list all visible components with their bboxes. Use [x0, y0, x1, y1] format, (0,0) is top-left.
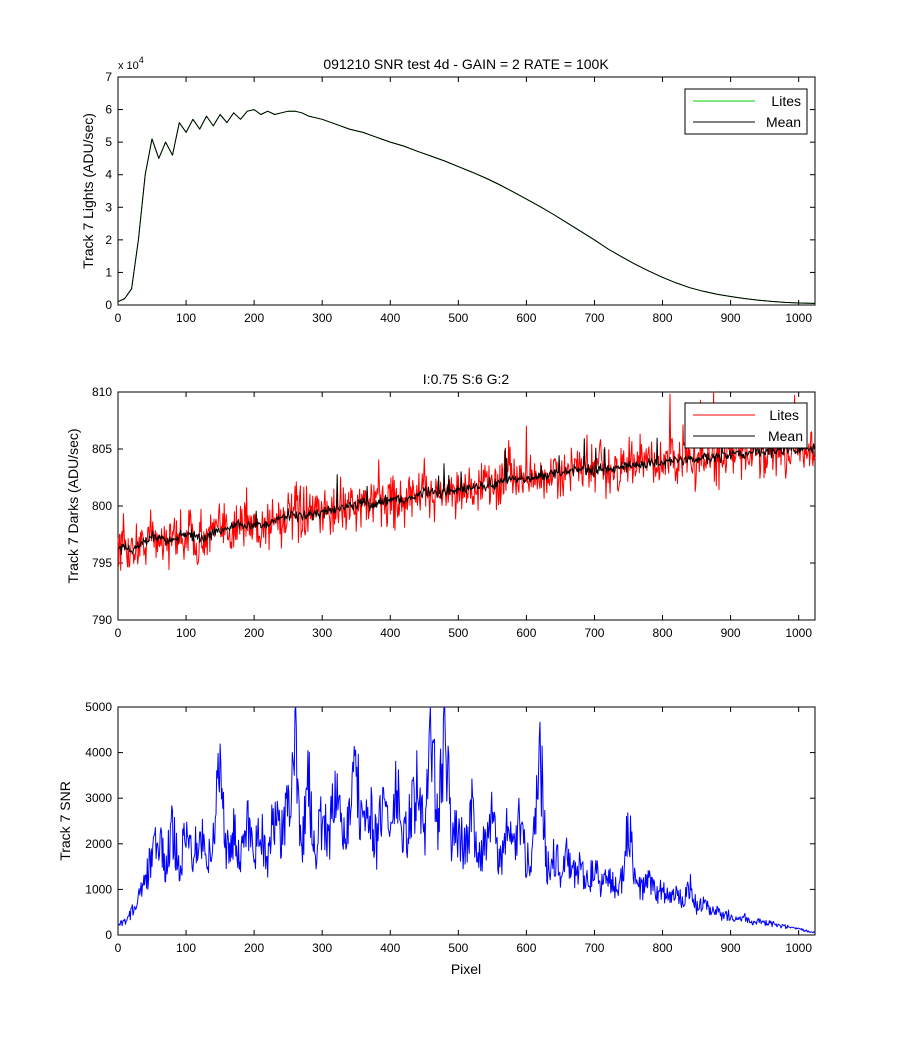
y-tick-label: 2: [105, 233, 112, 247]
ticks-lights: 0 100 200 300 400 500 600 700 800 900 1000 0 1 2 3 4 5 6 7: [105, 70, 815, 325]
y-tick-label: 1: [105, 265, 112, 279]
panel-snr: Track 7 SNR Pixel 0 100 200 300 400 500 600 700…: [57, 700, 816, 977]
x-tick-label: 200: [244, 626, 264, 640]
x-tick-label: 400: [380, 311, 400, 325]
x-tick-label: 600: [516, 626, 536, 640]
legend-darks: Lites Mean: [684, 402, 808, 449]
x-tick-label: 500: [448, 311, 468, 325]
legend-lights: Lites Mean: [684, 88, 808, 135]
axes-snr: [117, 706, 816, 936]
y-tick-label: 805: [92, 442, 112, 456]
x-tick-label: 600: [516, 311, 536, 325]
x-tick-label: 300: [312, 311, 332, 325]
x-tick-label: 900: [721, 941, 741, 955]
x-tick-label: 0: [115, 941, 122, 955]
y-tick-label: 800: [92, 499, 112, 513]
legend-label-mean: Mean: [768, 428, 803, 444]
x-tick-label: 700: [584, 311, 604, 325]
y-tick-label: 795: [92, 556, 112, 570]
x-tick-label: 600: [516, 941, 536, 955]
legend-label-lites: Lites: [771, 93, 801, 109]
x-tick-label: 1000: [785, 626, 812, 640]
x-tick-label: 0: [115, 626, 122, 640]
y-tick-label: 0: [105, 298, 112, 312]
series-line-mean: [117, 109, 816, 304]
y-tick-label: 790: [92, 613, 112, 627]
x-tick-label: 400: [380, 941, 400, 955]
x-tick-label: 300: [312, 941, 332, 955]
plot-darks: [117, 391, 816, 571]
x-tick-label: 400: [380, 626, 400, 640]
panel-darks: I:0.75 S:6 G:2 Track 7 Darks (ADU/sec) 0…: [65, 371, 816, 640]
plot-lights: [117, 109, 816, 304]
x-tick-label: 800: [653, 311, 673, 325]
x-tick-label: 900: [721, 626, 741, 640]
y-tick-label: 7: [105, 70, 112, 84]
plot-snr: [117, 706, 816, 934]
y-axis-label: Track 7 SNR: [57, 781, 73, 861]
x-tick-label: 900: [721, 311, 741, 325]
exponent-label: x 104: [118, 55, 144, 72]
x-tick-label: 100: [176, 941, 196, 955]
y-tick-label: 0: [105, 928, 112, 942]
y-tick-label: 4000: [85, 746, 112, 760]
y-axis-label: Track 7 Lights (ADU/sec): [80, 113, 96, 269]
x-tick-label: 800: [653, 626, 673, 640]
x-tick-label: 200: [244, 941, 264, 955]
series-line-snr: [117, 706, 816, 934]
ticks-darks: 0 100 200 300 400 500 600 700 800 900 1000 790 795 80…: [92, 385, 815, 640]
x-tick-label: 1000: [785, 311, 812, 325]
x-tick-label: 1000: [785, 941, 812, 955]
x-tick-label: 700: [584, 626, 604, 640]
y-tick-label: 3000: [85, 791, 112, 805]
series-line-mean: [117, 421, 816, 555]
chart-title: I:0.75 S:6 G:2: [423, 371, 510, 387]
y-tick-label: 810: [92, 385, 112, 399]
x-tick-label: 500: [448, 626, 468, 640]
y-tick-label: 2000: [85, 837, 112, 851]
x-tick-label: 0: [115, 311, 122, 325]
y-tick-label: 3: [105, 200, 112, 214]
y-tick-label: 1000: [85, 882, 112, 896]
x-tick-label: 500: [448, 941, 468, 955]
x-axis-label: Pixel: [451, 961, 481, 977]
y-tick-label: 5: [105, 135, 112, 149]
legend-box: [684, 88, 808, 135]
x-tick-label: 700: [584, 941, 604, 955]
x-tick-label: 200: [244, 311, 264, 325]
chart-title: 091210 SNR test 4d - GAIN = 2 RATE = 100…: [323, 56, 609, 72]
x-tick-label: 100: [176, 626, 196, 640]
y-axis-label: Track 7 Darks (ADU/sec): [65, 428, 81, 583]
x-tick-label: 800: [653, 941, 673, 955]
y-tick-label: 4: [105, 168, 112, 182]
y-tick-label: 6: [105, 103, 112, 117]
legend-label-lites: Lites: [769, 407, 799, 423]
legend-box: [684, 402, 808, 449]
y-tick-label: 5000: [85, 700, 112, 714]
x-tick-label: 100: [176, 311, 196, 325]
ticks-snr: 0 100 200 300 400 500 600 700 800 900 1000 0 1000 200…: [85, 700, 815, 955]
panel-lights: 091210 SNR test 4d - GAIN = 2 RATE = 100…: [80, 55, 816, 325]
x-tick-label: 300: [312, 626, 332, 640]
legend-label-mean: Mean: [766, 114, 801, 130]
